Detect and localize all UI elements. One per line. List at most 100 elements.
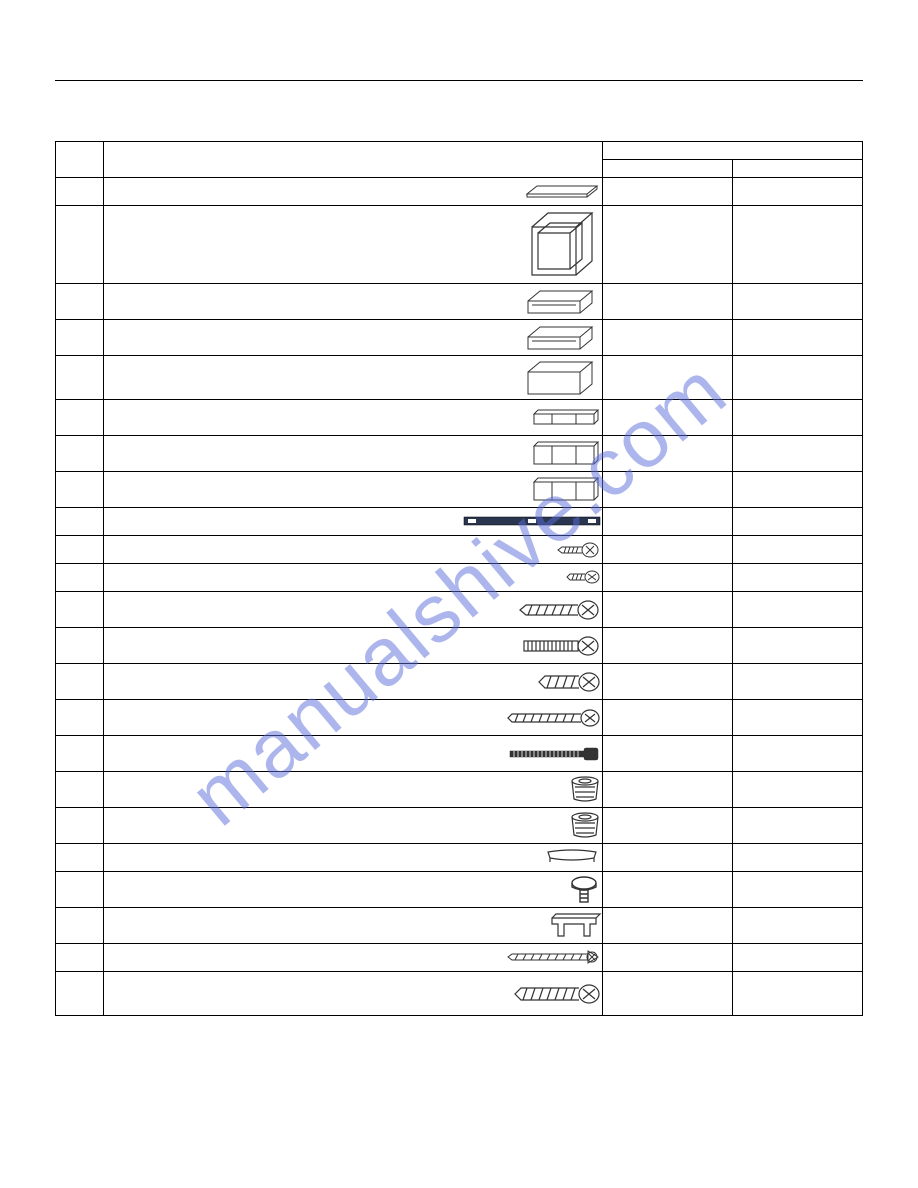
cell-qty bbox=[603, 592, 733, 628]
table-row bbox=[56, 844, 863, 872]
insert-nut-icon bbox=[568, 811, 602, 841]
screw-wood-med-icon bbox=[512, 598, 602, 622]
cell-num bbox=[56, 472, 104, 508]
cell-ref bbox=[733, 972, 863, 1016]
drawer-slide-icon bbox=[462, 514, 602, 528]
cell-num bbox=[56, 436, 104, 472]
cell-desc bbox=[104, 736, 603, 772]
cell-qty bbox=[603, 772, 733, 808]
header-cell-ref bbox=[733, 160, 863, 178]
header-cell-qty bbox=[603, 160, 733, 178]
cell-ref bbox=[733, 700, 863, 736]
table-row bbox=[56, 872, 863, 908]
cell-num bbox=[56, 772, 104, 808]
cell-qty bbox=[603, 628, 733, 664]
cell-desc bbox=[104, 564, 603, 592]
cell-num bbox=[56, 700, 104, 736]
cell-ref bbox=[733, 944, 863, 972]
cell-ref bbox=[733, 664, 863, 700]
table-row bbox=[56, 320, 863, 356]
cell-desc bbox=[104, 206, 603, 284]
table-row bbox=[56, 436, 863, 472]
cell-ref bbox=[733, 472, 863, 508]
table-header-row bbox=[56, 142, 863, 160]
cell-num bbox=[56, 628, 104, 664]
cell-num bbox=[56, 206, 104, 284]
drawer-shallow-icon bbox=[522, 323, 602, 353]
table-row bbox=[56, 284, 863, 320]
front-panel-med-icon bbox=[530, 476, 602, 504]
cell-qty bbox=[603, 700, 733, 736]
cell-ref bbox=[733, 592, 863, 628]
cell-qty bbox=[603, 472, 733, 508]
table-row bbox=[56, 592, 863, 628]
cell-desc bbox=[104, 844, 603, 872]
table-row bbox=[56, 536, 863, 564]
screw-machine-icon bbox=[512, 634, 602, 658]
cell-desc bbox=[104, 472, 603, 508]
table-row bbox=[56, 508, 863, 536]
table-row bbox=[56, 206, 863, 284]
cell-num bbox=[56, 972, 104, 1016]
table-row bbox=[56, 400, 863, 436]
table-row bbox=[56, 772, 863, 808]
table-row bbox=[56, 564, 863, 592]
cell-num bbox=[56, 844, 104, 872]
cell-desc bbox=[104, 772, 603, 808]
cell-ref bbox=[733, 356, 863, 400]
cell-qty bbox=[603, 908, 733, 944]
cell-ref bbox=[733, 736, 863, 772]
cell-ref bbox=[733, 320, 863, 356]
cell-desc bbox=[104, 592, 603, 628]
cell-num bbox=[56, 508, 104, 536]
cell-qty bbox=[603, 808, 733, 844]
cell-qty bbox=[603, 536, 733, 564]
cell-qty bbox=[603, 872, 733, 908]
cell-ref bbox=[733, 844, 863, 872]
cell-qty bbox=[603, 736, 733, 772]
cell-desc bbox=[104, 400, 603, 436]
cell-ref bbox=[733, 908, 863, 944]
table-row bbox=[56, 972, 863, 1016]
knob-icon bbox=[566, 875, 602, 905]
cell-ref bbox=[733, 872, 863, 908]
cell-ref bbox=[733, 284, 863, 320]
front-panel-short-icon bbox=[530, 408, 602, 428]
cell-ref bbox=[733, 436, 863, 472]
insert-nut-icon bbox=[568, 775, 602, 805]
table-row bbox=[56, 664, 863, 700]
cell-desc bbox=[104, 808, 603, 844]
cell-desc bbox=[104, 178, 603, 206]
bracket-icon bbox=[546, 912, 602, 940]
screw-wood-long-icon bbox=[502, 707, 602, 729]
table-row bbox=[56, 628, 863, 664]
cell-desc bbox=[104, 284, 603, 320]
cell-qty bbox=[603, 844, 733, 872]
cell-desc bbox=[104, 944, 603, 972]
cell-desc bbox=[104, 972, 603, 1016]
cell-desc bbox=[104, 536, 603, 564]
cell-ref bbox=[733, 628, 863, 664]
header-cell-num bbox=[56, 142, 104, 178]
cell-ref bbox=[733, 178, 863, 206]
cell-num bbox=[56, 664, 104, 700]
cell-num bbox=[56, 564, 104, 592]
table-row bbox=[56, 944, 863, 972]
page-container: manualshive.com bbox=[0, 0, 918, 1188]
cell-qty bbox=[603, 944, 733, 972]
cell-desc bbox=[104, 664, 603, 700]
cell-num bbox=[56, 178, 104, 206]
cell-desc bbox=[104, 700, 603, 736]
table-row bbox=[56, 356, 863, 400]
cell-desc bbox=[104, 628, 603, 664]
cell-desc bbox=[104, 320, 603, 356]
cell-qty bbox=[603, 206, 733, 284]
cell-num bbox=[56, 320, 104, 356]
header-divider bbox=[55, 80, 863, 81]
cell-num bbox=[56, 400, 104, 436]
table-row bbox=[56, 908, 863, 944]
cell-num bbox=[56, 284, 104, 320]
cell-ref bbox=[733, 400, 863, 436]
cell-desc bbox=[104, 356, 603, 400]
cell-num bbox=[56, 808, 104, 844]
